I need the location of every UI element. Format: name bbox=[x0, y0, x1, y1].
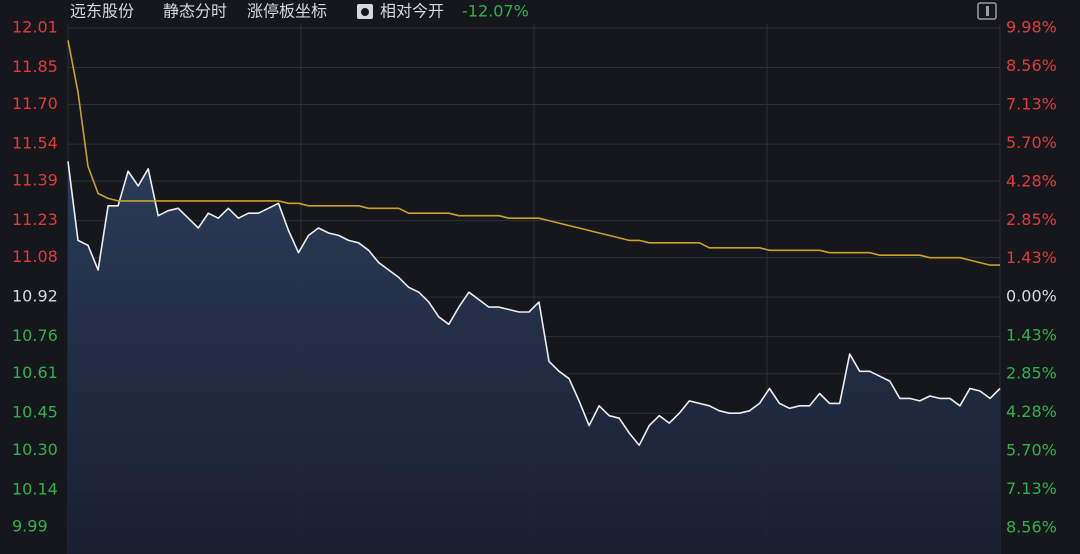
y-tick-label: 11.39 bbox=[12, 171, 58, 190]
y2-tick-label: 0.00% bbox=[1006, 287, 1057, 306]
y2-tick-label: 8.56% bbox=[1006, 56, 1057, 75]
relative-label: 相对今开 bbox=[380, 2, 444, 21]
mode-label[interactable]: 静态分时 bbox=[163, 2, 227, 21]
y2-tick-label: 9.98% bbox=[1006, 18, 1057, 37]
y-tick-label: 10.14 bbox=[12, 479, 58, 498]
y-tick-label: 11.23 bbox=[12, 210, 58, 229]
toggle-icon[interactable] bbox=[977, 2, 997, 20]
change-value: -12.07% bbox=[462, 2, 529, 21]
y2-tick-label: 1.43% bbox=[1006, 248, 1057, 267]
y-tick-label: 11.54 bbox=[12, 134, 58, 153]
y-tick-label: 12.01 bbox=[12, 18, 58, 37]
y2-tick-label: 5.70% bbox=[1006, 133, 1057, 152]
y-tick-label: 10.45 bbox=[12, 403, 58, 422]
y2-tick-label: 7.13% bbox=[1006, 479, 1057, 498]
y2-tick-label: 4.28% bbox=[1006, 171, 1057, 190]
y-tick-label: 9.99 bbox=[12, 516, 48, 535]
y2-tick-label: 1.43% bbox=[1006, 325, 1057, 344]
y-tick-label: 10.92 bbox=[12, 287, 58, 306]
y2-tick-label: 8.56% bbox=[1006, 518, 1057, 537]
y-tick-label: 10.76 bbox=[12, 326, 58, 345]
y-tick-label: 11.08 bbox=[12, 247, 58, 266]
price-line bbox=[67, 161, 1001, 447]
scale-label[interactable]: 涨停板坐标 bbox=[247, 2, 327, 21]
y-tick-label: 11.85 bbox=[12, 57, 58, 76]
y2-tick-label: 5.70% bbox=[1006, 440, 1057, 459]
y2-tick-label: 2.85% bbox=[1006, 364, 1057, 383]
y-tick-label: 10.30 bbox=[12, 440, 58, 459]
camera-icon[interactable] bbox=[357, 4, 373, 19]
chart-title: 远东股份 bbox=[70, 2, 134, 21]
y2-tick-label: 4.28% bbox=[1006, 402, 1057, 421]
y2-tick-label: 2.85% bbox=[1006, 210, 1057, 229]
area bbox=[68, 161, 1000, 554]
average-line bbox=[67, 40, 1000, 266]
y-tick-label: 10.61 bbox=[12, 363, 58, 382]
y-tick-label: 11.70 bbox=[12, 94, 58, 113]
y2-tick-label: 7.13% bbox=[1006, 94, 1057, 113]
